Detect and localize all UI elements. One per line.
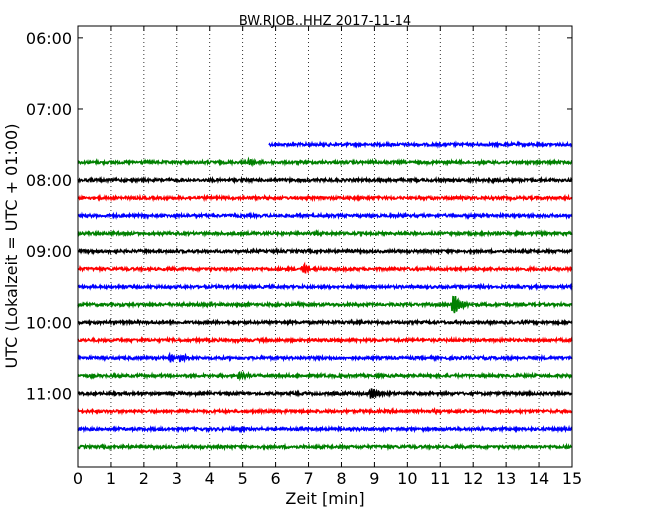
x-tick-label: 14 xyxy=(529,469,549,488)
y-tick-label: 11:00 xyxy=(26,385,72,404)
y-tick-label: 07:00 xyxy=(26,100,72,119)
x-tick-label: 12 xyxy=(463,469,483,488)
seismic-trace xyxy=(77,282,573,292)
seismic-trace xyxy=(77,318,573,327)
chart-title: BW.RJOB..HHZ 2017-11-14 xyxy=(239,14,411,29)
seismic-trace xyxy=(77,193,573,203)
seismic-trace xyxy=(77,246,573,256)
x-tick-label: 10 xyxy=(397,469,417,488)
y-tick-label: 10:00 xyxy=(26,313,72,332)
seismic-trace xyxy=(77,156,573,168)
seismic-trace xyxy=(77,424,573,434)
x-tick-label: 8 xyxy=(336,469,346,488)
seismic-trace xyxy=(77,175,573,185)
x-axis-label: Zeit [min] xyxy=(285,489,364,508)
seismic-trace xyxy=(77,261,573,275)
x-tick-label: 4 xyxy=(205,469,215,488)
y-tick-label: 08:00 xyxy=(26,171,72,190)
x-tick-label: 1 xyxy=(106,469,116,488)
y-axis: 06:00 07:00 08:00 09:00 10:00 11:00 xyxy=(26,29,572,404)
seismic-trace xyxy=(77,370,573,382)
seismic-trace xyxy=(77,442,573,452)
seismic-trace xyxy=(268,140,573,149)
trace-group xyxy=(77,140,573,452)
x-tick-label: 0 xyxy=(73,469,83,488)
x-tick-label: 7 xyxy=(303,469,313,488)
x-tick-label: 6 xyxy=(271,469,281,488)
plot-frame xyxy=(77,25,573,468)
x-tick-label: 3 xyxy=(172,469,182,488)
x-axis: 0 1 2 3 4 5 6 7 8 9 10 11 12 13 14 15 xyxy=(73,26,582,488)
seismic-trace xyxy=(77,211,573,221)
x-tick-label: 11 xyxy=(430,469,450,488)
y-tick-label: 06:00 xyxy=(26,29,72,48)
y-tick-label: 09:00 xyxy=(26,242,72,261)
y-axis-label: UTC (Lokalzeit = UTC + 01:00) xyxy=(2,124,21,369)
seismic-trace xyxy=(77,295,573,314)
seismic-trace xyxy=(77,388,573,399)
seismic-trace xyxy=(77,351,573,364)
seismic-trace xyxy=(77,335,573,345)
seismic-trace xyxy=(77,229,573,238)
seismic-trace xyxy=(77,406,573,416)
x-tick-label: 2 xyxy=(139,469,149,488)
grid-lines xyxy=(110,26,540,467)
x-tick-label: 9 xyxy=(369,469,379,488)
x-tick-label: 15 xyxy=(562,469,582,488)
x-tick-label: 5 xyxy=(238,469,248,488)
x-tick-label: 13 xyxy=(496,469,516,488)
